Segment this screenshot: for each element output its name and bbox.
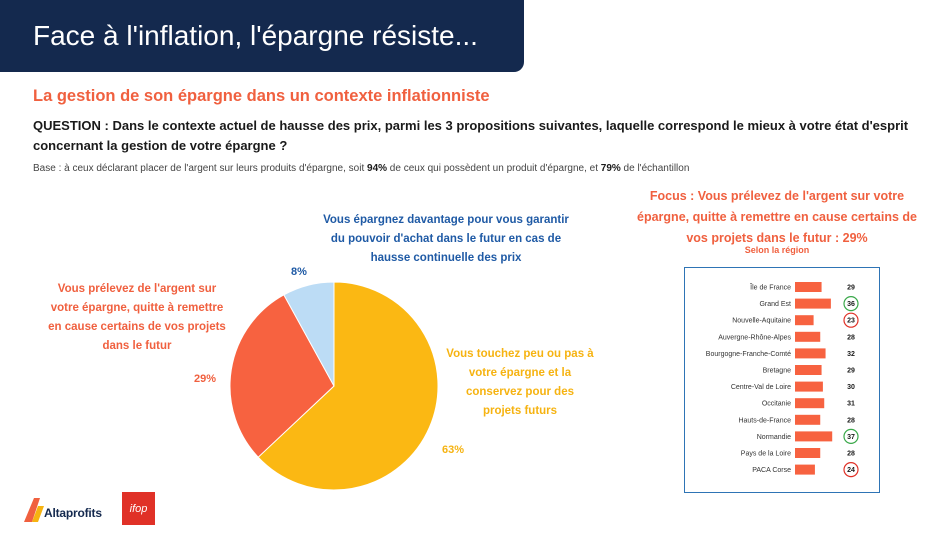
region-value: 28 [847,451,855,458]
region-value: 30 [847,384,855,391]
highlight-circle-green [843,428,859,444]
highlight-circle-green [843,295,859,312]
region-bar [795,315,814,326]
region-value: 23 [847,318,855,325]
pie-label-blue: Vous épargnez davantage pour vous garant… [323,214,569,264]
region-label: Auvergne-Rhône-Alpes [718,334,791,341]
highlight-circle-red [843,312,859,328]
region-chart-box: Île de France 29 Grand Est 36 Nouvelle-Aquit… [684,267,880,493]
pie-pct-blue: 8% [291,266,307,278]
question-text: QUESTION : Dans le contexte actuel de ha… [33,118,909,153]
region-label: PACA Corse [752,467,791,474]
region-value: 28 [847,417,855,424]
region-bar [795,381,823,392]
altaprofits-logo-text: Altaprofits [44,506,102,520]
base-pct-1: 94% [367,163,388,174]
region-value: 37 [847,434,855,441]
region-label: Centre-Val de Loire [731,384,791,391]
region-label: Bretagne [763,368,792,375]
region-value: 29 [847,285,855,292]
base-prefix: Base : à ceux déclarant placer de l'arge… [33,163,368,174]
region-value: 24 [847,467,855,474]
region-label: Occitanie [762,401,791,408]
region-bar [795,348,826,359]
page-title: Face à l'inflation, l'épargne résiste... [33,20,478,51]
region-bar [795,448,821,458]
region-bar [795,282,822,292]
pie-pct-orange: 29% [194,373,217,385]
pie-slice-orange [229,294,335,458]
region-bar [795,431,833,442]
region-value: 28 [847,334,855,341]
title-banner: Face à l'inflation, l'épargne résiste... [0,0,524,72]
base-middle: de ceux qui possèdent un produit d'éparg… [387,163,601,174]
altaprofits-logo-icon [24,498,44,522]
pie-slice-blue [283,281,335,387]
base-pct-2: 79% [600,163,621,174]
region-label: Île de France [749,283,791,292]
region-value: 36 [847,301,855,308]
ifop-logo: ifop [122,492,155,525]
region-label: Nouvelle-Aquitaine [732,318,791,325]
region-value: 29 [847,368,855,375]
highlight-circle-red [843,462,859,478]
region-bar-chart: Île de France 29 Grand Est 36 Nouvelle-Aquit… [706,282,859,478]
focus-subtitle: Selon la région [744,245,810,255]
region-bar [795,331,821,342]
region-value: 32 [847,351,855,358]
section-subtitle: La gestion de son épargne dans un contex… [33,87,490,105]
region-value: 31 [847,401,855,408]
region-label: Normandie [757,434,791,441]
region-bar [795,298,831,309]
base-note: Base : à ceux déclarant placer de l'arge… [33,163,689,174]
pie-chart [229,281,439,491]
region-label: Grand Est [759,301,791,308]
focus-title: Focus : Vous prélevez de l'argent sur vo… [637,189,917,245]
region-label: Bourgogne-Franche-Comté [706,351,791,358]
region-bar [795,398,825,409]
pie-pct-yellow: 63% [442,444,465,456]
base-suffix: de l'échantillon [620,163,690,174]
region-bar [795,365,822,375]
region-bar [795,414,821,425]
region-label: Pays de la Loire [741,451,791,458]
pie-label-yellow: Vous touchez peu ou pas à votre épargne … [446,348,594,417]
pie-slice-yellow [257,281,439,491]
pie-label-orange: Vous prélevez de l'argent sur votre épar… [48,283,226,352]
region-label: Hauts-de-France [738,417,791,424]
region-bar [795,464,815,475]
